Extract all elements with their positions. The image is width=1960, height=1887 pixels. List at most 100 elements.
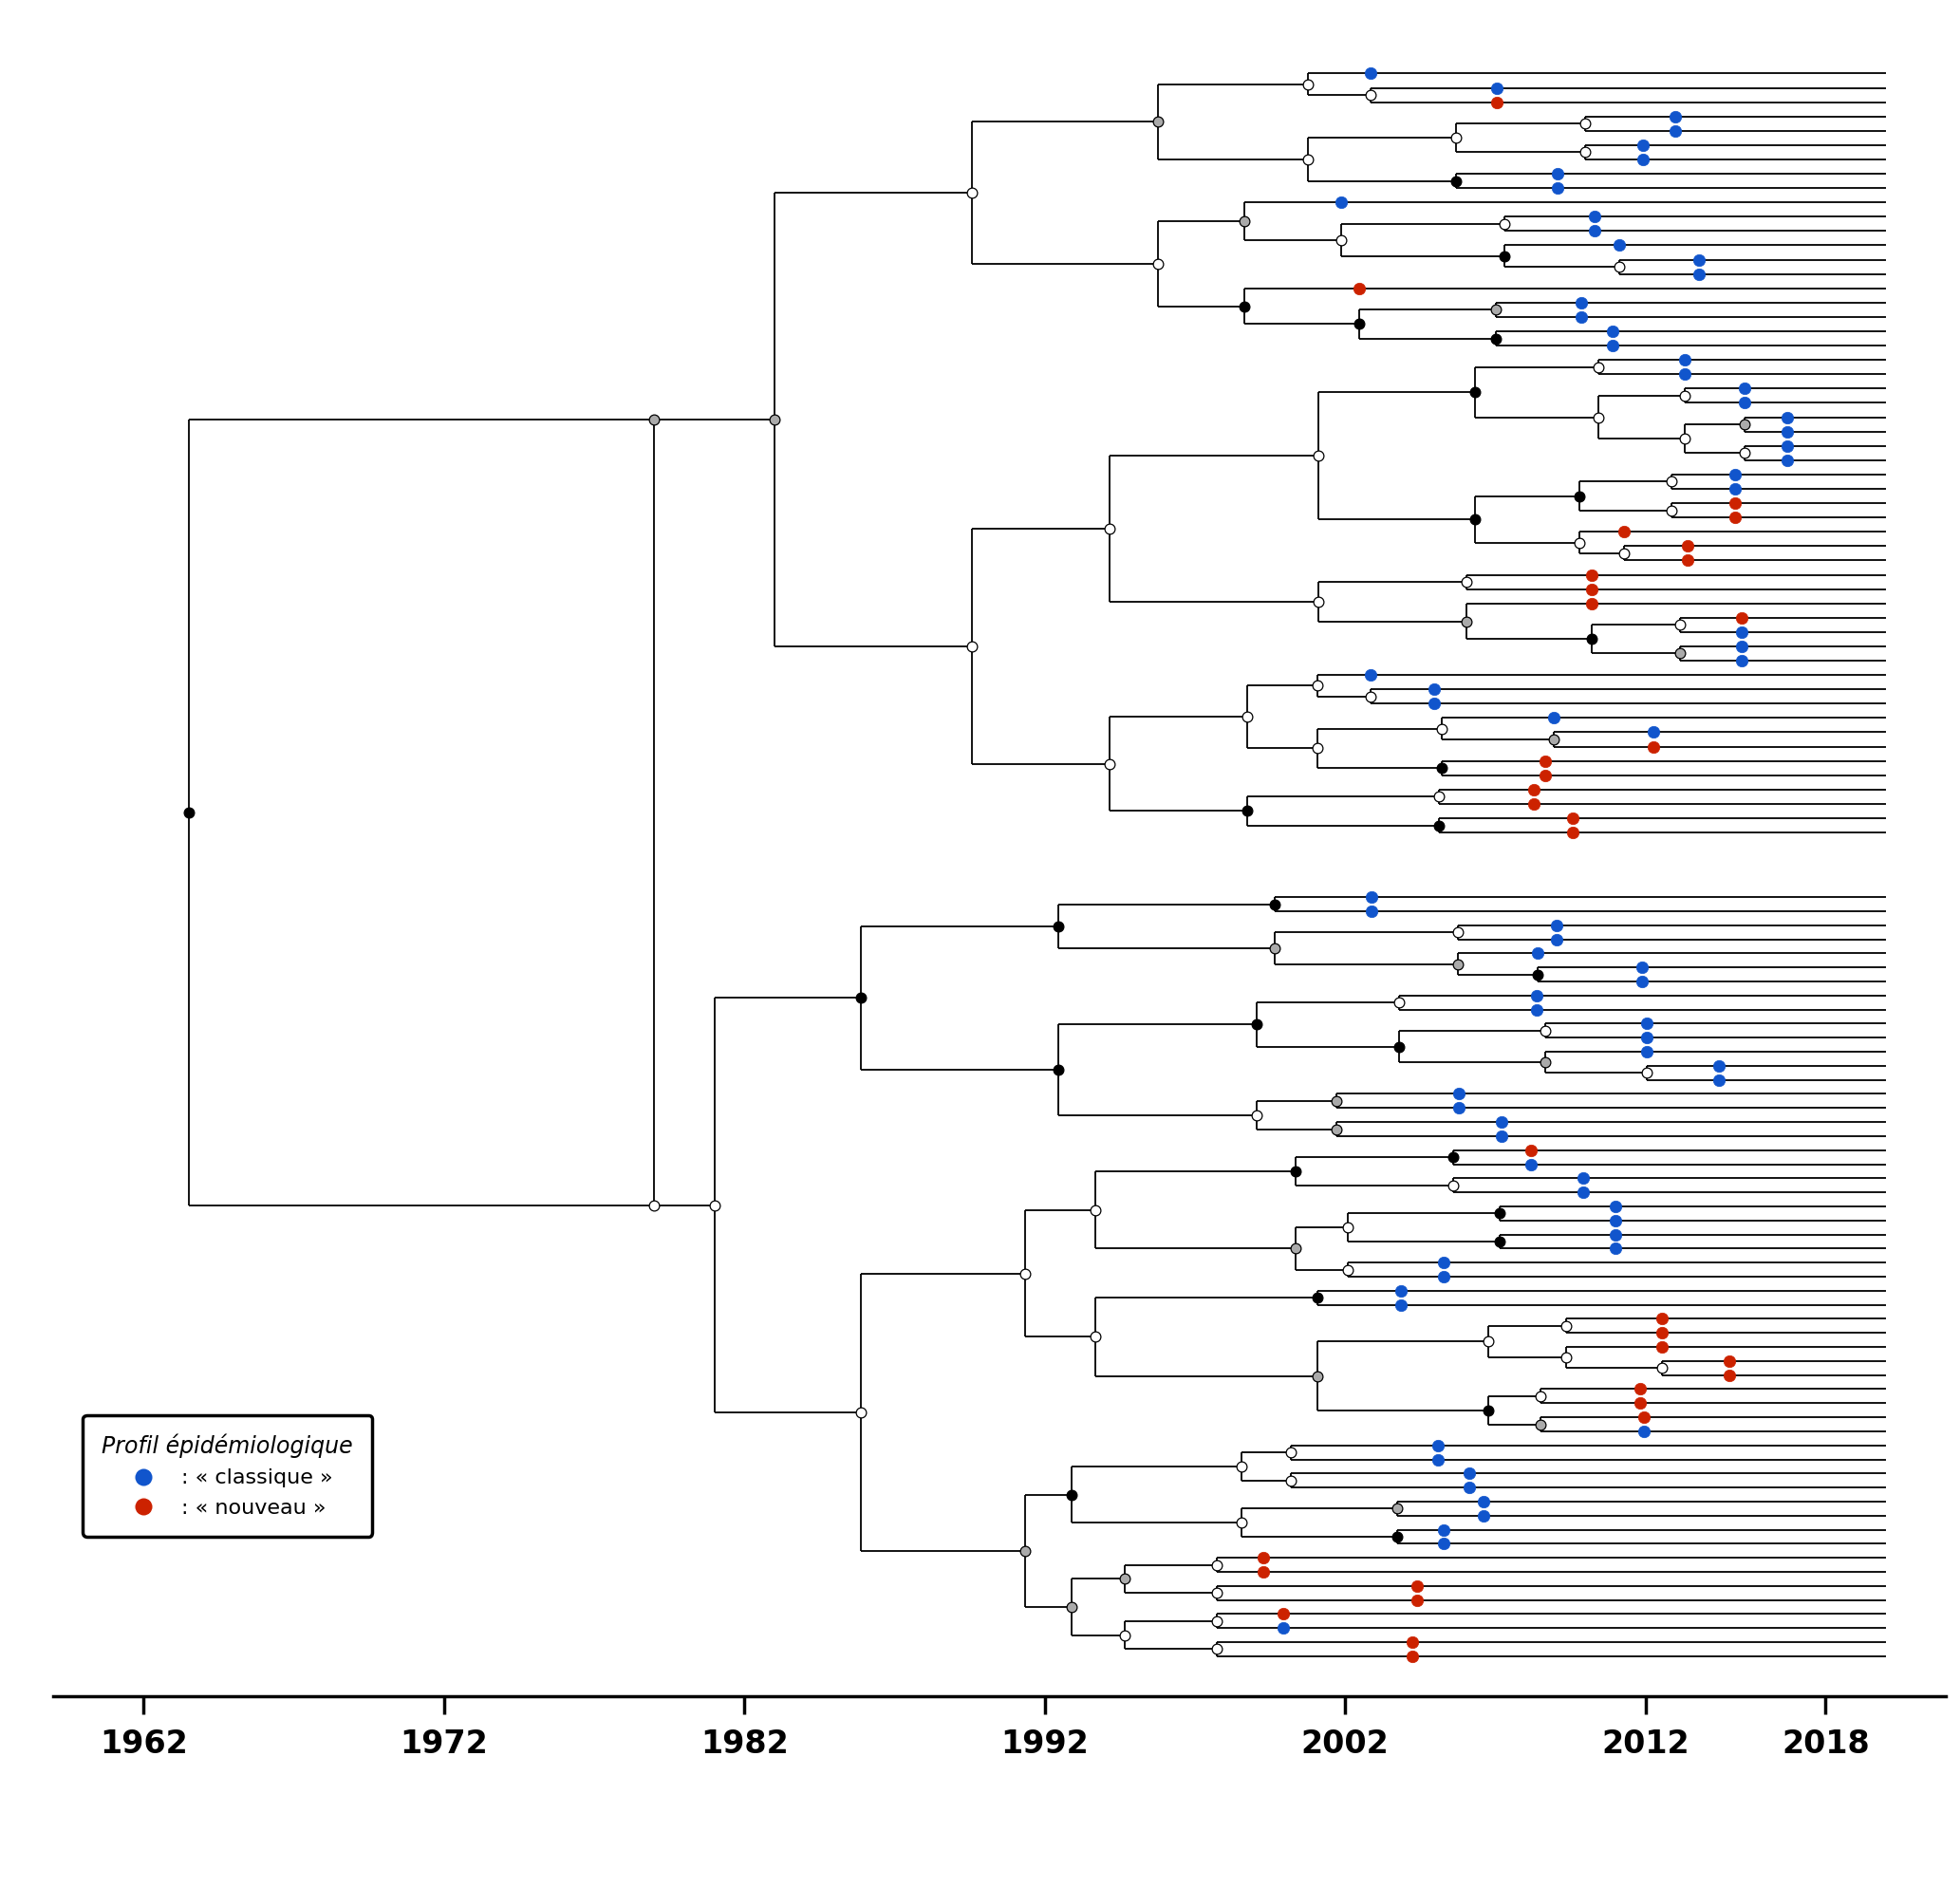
Point	[1541, 910, 1572, 940]
Point	[1450, 606, 1482, 636]
Point	[1609, 538, 1641, 568]
Point	[1584, 353, 1615, 383]
Point	[1772, 445, 1803, 476]
Point	[639, 1191, 670, 1221]
Point	[1529, 1047, 1560, 1077]
Point	[1443, 917, 1474, 947]
Point	[1627, 953, 1658, 983]
Point	[1429, 1262, 1460, 1293]
Point	[1429, 1528, 1460, 1559]
Point	[1231, 702, 1262, 732]
Point	[1301, 734, 1333, 764]
Point	[1043, 1055, 1074, 1085]
Point	[1080, 1194, 1111, 1225]
Point	[1727, 602, 1758, 632]
Point	[1564, 481, 1595, 511]
Point	[1143, 249, 1174, 279]
Point	[1468, 1487, 1499, 1517]
Point	[1382, 1493, 1413, 1523]
Point	[1280, 1234, 1311, 1264]
Point	[1423, 1430, 1454, 1461]
Point	[1627, 130, 1658, 160]
Point	[1429, 1247, 1460, 1277]
Point	[1423, 781, 1454, 811]
Point	[1729, 409, 1760, 440]
Point	[1354, 660, 1386, 691]
Point	[1631, 1023, 1662, 1053]
Point	[1301, 1361, 1333, 1391]
Point	[1631, 1008, 1662, 1038]
Point	[1713, 1361, 1744, 1391]
Point	[1301, 670, 1333, 700]
Point	[1241, 1100, 1272, 1130]
Point	[1321, 1113, 1352, 1144]
Point	[1703, 1051, 1735, 1081]
Point	[1258, 889, 1290, 919]
Point	[1719, 474, 1750, 504]
Point	[1429, 1515, 1460, 1545]
Point	[1703, 1064, 1735, 1094]
Point	[1772, 430, 1803, 460]
Point	[1578, 215, 1609, 245]
Point	[1450, 566, 1482, 596]
Point	[1568, 1177, 1599, 1208]
Point	[1664, 638, 1695, 668]
Point	[1637, 717, 1668, 747]
Point	[1425, 753, 1456, 783]
Point	[1629, 1402, 1660, 1432]
Point	[956, 632, 988, 662]
Point	[1345, 309, 1376, 340]
Point	[1268, 1598, 1299, 1628]
Point	[1568, 1162, 1599, 1193]
Point	[1354, 79, 1386, 109]
Point	[1566, 287, 1597, 317]
Point	[1576, 560, 1607, 591]
Point	[1729, 374, 1760, 404]
Point	[1684, 245, 1715, 276]
Point	[1472, 1394, 1503, 1425]
Point	[1599, 1219, 1631, 1249]
Point	[1094, 749, 1125, 779]
Point	[1484, 1227, 1515, 1257]
Point	[1525, 1381, 1556, 1411]
Point	[1454, 1459, 1486, 1489]
Point	[1729, 389, 1760, 419]
Point	[1231, 796, 1262, 827]
Point	[1229, 206, 1260, 236]
Point	[1670, 345, 1701, 376]
Point	[1660, 115, 1691, 145]
Point	[1599, 1206, 1631, 1236]
Point	[1423, 810, 1454, 840]
Point	[1333, 1255, 1364, 1285]
Point	[1419, 674, 1450, 704]
Point	[1268, 1613, 1299, 1644]
Point	[1646, 1317, 1678, 1347]
Point	[1460, 504, 1492, 534]
Point	[1325, 187, 1356, 217]
Point	[845, 1396, 876, 1427]
Point	[1637, 732, 1668, 762]
Point	[1521, 981, 1552, 1011]
Point	[1672, 530, 1703, 560]
Point	[1094, 513, 1125, 543]
Point	[1599, 1191, 1631, 1221]
Point	[1480, 323, 1511, 353]
Point	[1566, 302, 1597, 332]
Point	[1627, 966, 1658, 996]
Point	[1443, 1079, 1474, 1110]
Point	[1201, 1549, 1233, 1579]
Point	[1599, 1234, 1631, 1264]
Point	[1670, 381, 1701, 411]
Point	[1258, 932, 1290, 962]
Point	[1772, 402, 1803, 432]
Point	[1345, 274, 1376, 304]
Point	[1356, 896, 1388, 927]
Legend: : « classique », : « nouveau »: : « classique », : « nouveau »	[82, 1415, 372, 1536]
Point	[1437, 1142, 1468, 1172]
Point	[1009, 1259, 1041, 1289]
Point	[1249, 1544, 1280, 1574]
Point	[1543, 174, 1574, 204]
Point	[1225, 1451, 1256, 1481]
Point	[1631, 1036, 1662, 1066]
Point	[1441, 166, 1472, 196]
